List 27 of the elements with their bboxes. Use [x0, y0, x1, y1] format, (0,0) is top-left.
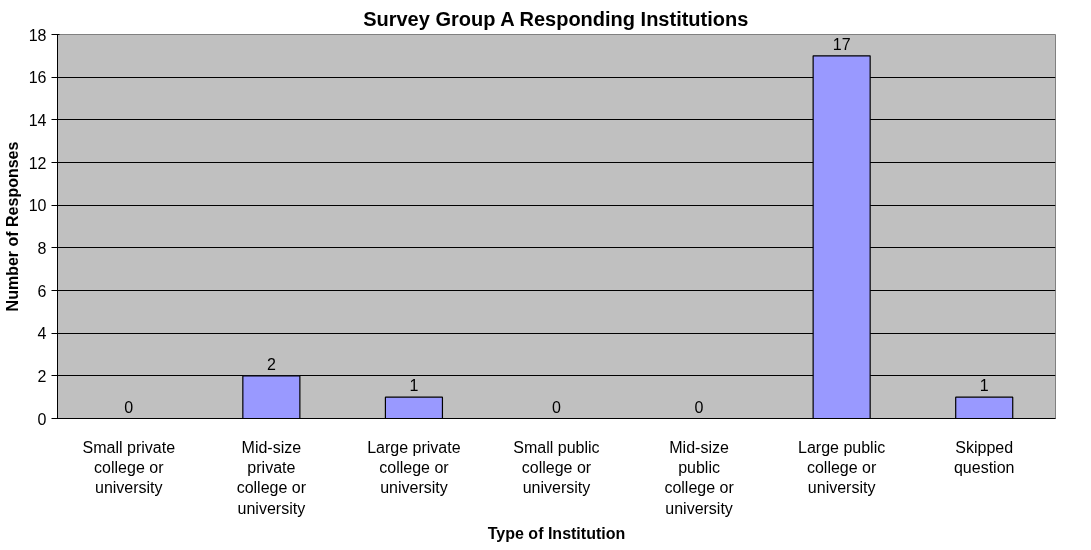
- y-tick-label: 2: [37, 367, 47, 385]
- y-tick-label: 0: [37, 410, 47, 428]
- y-tick-label: 16: [28, 69, 47, 87]
- y-tick-label: 10: [28, 197, 47, 215]
- y-axis-title: Number of Responses: [3, 141, 21, 312]
- data-label: 17: [832, 35, 851, 53]
- data-label: 0: [552, 398, 562, 416]
- y-tick-label: 8: [37, 239, 47, 257]
- x-tick-label: Small private college or university: [82, 438, 176, 497]
- x-tick-label: Skipped question: [953, 438, 1015, 476]
- y-tick-label: 4: [37, 325, 47, 343]
- x-tick-label: Small public college or university: [513, 438, 600, 497]
- y-tick-label: 18: [28, 26, 47, 44]
- x-axis-title: Type of Institution: [487, 524, 626, 542]
- y-tick-label: 6: [37, 282, 47, 300]
- chart-title: Survey Group A Responding Institutions: [363, 7, 749, 30]
- y-tick-label: 14: [28, 111, 47, 129]
- x-tick-label: Mid-size private college or university: [236, 438, 307, 517]
- data-label: 0: [694, 398, 704, 416]
- y-tick-label: 12: [28, 154, 47, 172]
- x-tick-label: Large private college or university: [367, 438, 461, 497]
- data-label: 1: [409, 377, 419, 395]
- data-label: 2: [266, 355, 276, 373]
- data-label: 1: [979, 377, 989, 395]
- x-tick-label: Mid-size public college or university: [664, 438, 735, 517]
- x-tick-label: Large public college or university: [798, 438, 886, 497]
- data-label: 0: [124, 398, 134, 416]
